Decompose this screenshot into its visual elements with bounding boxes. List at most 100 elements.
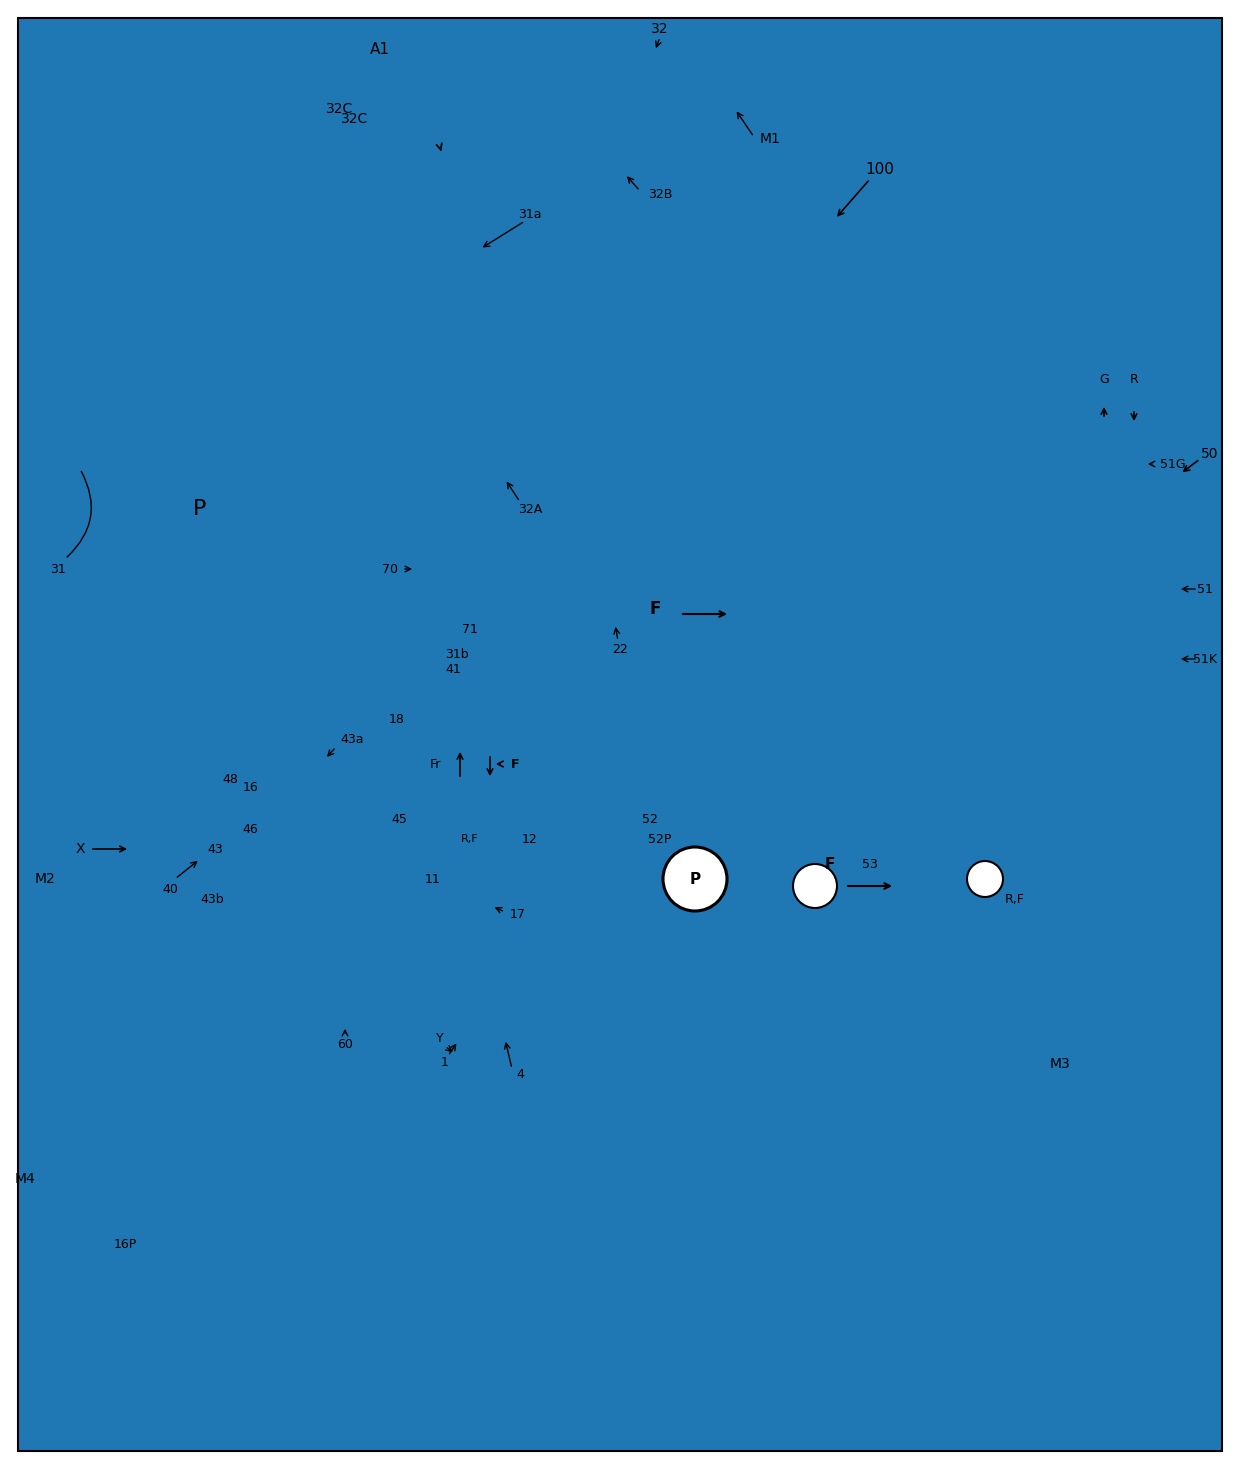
Text: R,F: R,F: [1006, 893, 1025, 905]
Text: 43a: 43a: [340, 733, 363, 745]
Ellipse shape: [138, 946, 155, 967]
Text: 32B: 32B: [647, 188, 672, 200]
Text: 70: 70: [382, 563, 398, 576]
Text: A1: A1: [370, 41, 391, 56]
Text: 11: 11: [424, 873, 440, 886]
Text: 52: 52: [642, 812, 658, 826]
Bar: [900, 354, 1030, 389]
Text: 4: 4: [516, 1068, 525, 1081]
Text: 18: 18: [389, 712, 405, 726]
Text: F: F: [511, 758, 520, 771]
Text: M4: M4: [15, 1172, 36, 1185]
Text: 12: 12: [522, 833, 538, 846]
Bar: [436, 726, 513, 739]
Text: 50: 50: [1202, 447, 1219, 461]
Bar: [684, 59, 760, 115]
Bar: [955, 386, 1004, 397]
Bar: [751, 1056, 1087, 1227]
Text: M3: M3: [1049, 1058, 1070, 1071]
Text: 32C: 32C: [341, 112, 368, 126]
Text: 60: 60: [337, 1037, 353, 1050]
Ellipse shape: [1123, 460, 1145, 469]
Bar: [401, 289, 440, 319]
Bar: [115, 764, 175, 839]
Text: 45: 45: [391, 812, 407, 826]
Text: P: P: [689, 871, 701, 886]
Bar: [430, 710, 520, 727]
Ellipse shape: [241, 787, 259, 808]
Text: G: G: [1099, 373, 1109, 385]
Bar: [30, 1039, 215, 1180]
Ellipse shape: [150, 917, 169, 937]
Bar: [48, 1061, 198, 1163]
Bar: [694, 90, 715, 104]
Text: 32: 32: [651, 22, 668, 37]
Bar: [430, 796, 520, 814]
Text: M1: M1: [760, 132, 781, 145]
Bar: [735, 79, 750, 94]
Bar: [391, 629, 450, 660]
Text: 51G: 51G: [1159, 457, 1185, 470]
Text: 1: 1: [441, 1056, 449, 1068]
Bar: [436, 812, 513, 827]
Text: 16: 16: [242, 780, 258, 793]
Ellipse shape: [165, 887, 180, 905]
Text: F: F: [650, 599, 661, 618]
Bar: [940, 829, 1030, 849]
Ellipse shape: [955, 388, 1004, 400]
Text: 32C: 32C: [326, 101, 353, 116]
Bar: [64, 1210, 160, 1230]
Bar: [295, 984, 325, 1019]
Bar: [50, 743, 195, 853]
Ellipse shape: [440, 458, 510, 473]
Text: 31b: 31b: [445, 648, 469, 661]
Text: 22: 22: [613, 642, 627, 655]
Text: 43: 43: [207, 843, 223, 855]
Text: 48: 48: [222, 773, 238, 786]
Ellipse shape: [343, 830, 366, 840]
Text: 51K: 51K: [1193, 652, 1216, 665]
Text: 100: 100: [866, 162, 894, 176]
Bar: [950, 848, 1021, 864]
Bar: [60, 759, 110, 845]
Text: 41: 41: [445, 663, 461, 676]
Text: 43b: 43b: [200, 893, 223, 905]
Text: F: F: [825, 856, 836, 871]
Bar: [95, 1177, 130, 1213]
Bar: [425, 809, 525, 827]
Ellipse shape: [170, 871, 187, 892]
Text: M2: M2: [35, 873, 56, 886]
Ellipse shape: [340, 705, 358, 724]
Text: 52P: 52P: [649, 833, 672, 846]
Text: 40: 40: [162, 883, 177, 896]
Bar: [920, 304, 1011, 354]
Ellipse shape: [348, 801, 371, 809]
Text: 31a: 31a: [518, 207, 542, 220]
Text: Y: Y: [436, 1033, 444, 1046]
Text: Fr: Fr: [429, 758, 440, 771]
Bar: [440, 466, 510, 483]
Text: 46: 46: [242, 823, 258, 836]
Bar: [935, 275, 994, 304]
Ellipse shape: [285, 751, 303, 771]
Bar: [740, 1044, 1100, 1238]
Bar: [425, 999, 525, 1019]
Circle shape: [967, 861, 1003, 898]
Text: R,F: R,F: [461, 834, 479, 845]
Text: X: X: [76, 842, 84, 856]
Text: 17: 17: [510, 908, 526, 921]
Text: 16P: 16P: [113, 1237, 136, 1250]
Bar: [42, 1053, 205, 1169]
Ellipse shape: [1092, 460, 1115, 469]
Ellipse shape: [145, 933, 160, 950]
Bar: [440, 845, 510, 989]
Bar: [415, 1017, 534, 1039]
Text: 51: 51: [1197, 583, 1213, 595]
Text: P: P: [193, 499, 207, 519]
Text: 53: 53: [862, 858, 878, 871]
Text: 71: 71: [463, 623, 477, 636]
Ellipse shape: [440, 542, 510, 555]
Text: 32A: 32A: [518, 502, 542, 516]
Bar: [320, 978, 396, 1028]
Circle shape: [794, 864, 837, 908]
